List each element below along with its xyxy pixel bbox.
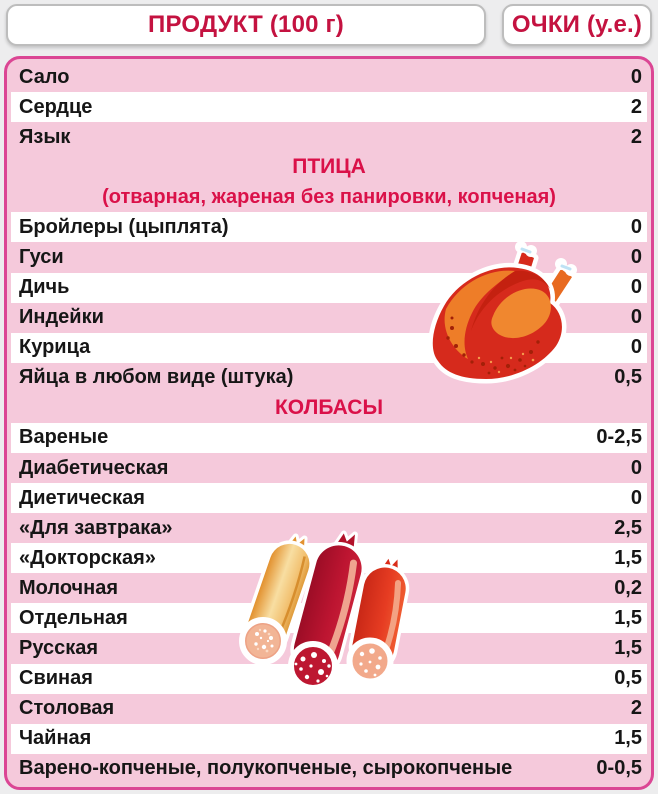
points-value: 2: [630, 95, 642, 118]
section-title: ПТИЦА: [292, 155, 366, 179]
points-value: 0: [630, 246, 642, 268]
product-column-header: ПРОДУКТ (100 г): [6, 4, 486, 46]
product-name: Отдельная: [19, 606, 128, 629]
table-row: Диетическая 0: [11, 483, 647, 514]
points-value: 0: [630, 276, 642, 299]
section-subtitle-poultry: (отварная, жареная без панировки, копчен…: [11, 182, 647, 212]
product-name: Диабетическая: [19, 456, 169, 479]
product-name: Вареные: [19, 426, 109, 449]
points-value: 1,5: [614, 546, 642, 569]
product-name: «Докторская»: [19, 546, 156, 569]
points-value: 0,5: [614, 366, 642, 389]
table-row: Язык 2: [11, 122, 647, 152]
table-row: Вареные 0-2,5: [11, 422, 647, 454]
section-subtitle: (отварная, жареная без панировки, копчен…: [102, 185, 556, 208]
table-row: Гуси 0: [11, 242, 647, 272]
table-row: Сало 0: [11, 62, 647, 92]
product-name: Чайная: [19, 727, 92, 750]
product-name: Сердце: [19, 95, 93, 118]
product-name: «Для завтрака»: [19, 516, 173, 539]
section-header-poultry: ПТИЦА: [11, 152, 647, 182]
table-row: Диабетическая 0: [11, 453, 647, 483]
product-name: Русская: [19, 637, 99, 660]
points-column-label: ОЧКИ (у.е.): [511, 11, 643, 38]
points-value: 1,5: [614, 727, 642, 750]
product-name: Свиная: [19, 667, 93, 690]
product-name: Столовая: [19, 697, 115, 720]
points-value: 2: [630, 697, 642, 720]
table-row: «Для завтрака» 2,5: [11, 513, 647, 543]
points-value: 1,5: [614, 606, 642, 629]
table-row: Варено-копченые, полукопченые, сырокопче…: [11, 754, 647, 784]
table-row: Яйца в любом виде (штука) 0,5: [11, 363, 647, 393]
points-value: 0: [630, 456, 642, 479]
product-name: Бройлеры (цыплята): [19, 215, 229, 238]
product-name: Гуси: [19, 246, 64, 268]
table-row: Чайная 1,5: [11, 723, 647, 754]
table-row: Русская 1,5: [11, 633, 647, 663]
points-value: 0,2: [614, 576, 642, 599]
product-name: Язык: [19, 125, 71, 148]
points-value: 0: [630, 215, 642, 238]
product-name: Индейки: [19, 306, 104, 329]
table-row: Индейки 0: [11, 303, 647, 333]
points-value: 0-0,5: [596, 757, 642, 780]
points-value: 0,5: [614, 667, 642, 690]
table-header: ПРОДУКТ (100 г) ОЧКИ (у.е.): [6, 4, 652, 46]
points-value: 0: [630, 65, 642, 88]
points-value: 0: [630, 486, 642, 509]
product-column-label: ПРОДУКТ (100 г): [148, 11, 344, 38]
points-value: 2: [630, 125, 642, 148]
product-name: Курица: [19, 336, 91, 359]
points-value: 0: [630, 306, 642, 329]
table-row: Бройлеры (цыплята) 0: [11, 212, 647, 243]
table-row: Сердце 2: [11, 92, 647, 123]
product-name: Диетическая: [19, 486, 145, 509]
table-row: Столовая 2: [11, 694, 647, 724]
product-name: Дичь: [19, 276, 70, 299]
product-name: Сало: [19, 65, 70, 88]
points-value: 0-2,5: [596, 426, 642, 449]
section-header-sausages: КОЛБАСЫ: [11, 393, 647, 423]
table-row: Молочная 0,2: [11, 573, 647, 603]
product-name: Варено-копченые, полукопченые, сырокопче…: [19, 757, 513, 780]
points-column-header: ОЧКИ (у.е.): [502, 4, 652, 46]
section-title: КОЛБАСЫ: [274, 395, 384, 419]
roast-chicken-icon: [428, 241, 577, 384]
product-name: Молочная: [19, 576, 119, 599]
points-value: 1,5: [614, 637, 642, 660]
points-value: 2,5: [614, 516, 642, 539]
points-value: 0: [630, 336, 642, 359]
product-name: Яйца в любом виде (штука): [19, 366, 294, 389]
sausages-icon: [239, 530, 410, 691]
